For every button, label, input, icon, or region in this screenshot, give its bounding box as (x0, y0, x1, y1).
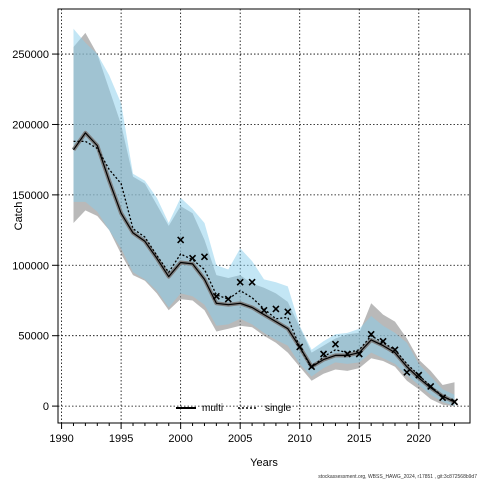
legend-label-multi: multi (202, 403, 223, 414)
observed-point (248, 278, 256, 286)
observed-point (284, 308, 292, 316)
x-tick-label: 1995 (109, 433, 133, 445)
series-lines (71, 130, 456, 404)
x-tick-label: 2010 (287, 433, 311, 445)
x-tick-label: 2020 (407, 433, 431, 445)
y-tick-label: 100000 (12, 260, 49, 272)
y-tick-label: 250000 (12, 49, 49, 61)
x-tick-label: 2015 (347, 433, 371, 445)
observed-point (296, 343, 304, 351)
y-tick-label: 200000 (12, 119, 49, 131)
observed-point (308, 363, 316, 371)
observed-point (415, 371, 423, 379)
observed-point (319, 350, 328, 358)
observed-point (224, 295, 232, 303)
observed-points (177, 236, 459, 406)
confidence-bands (73, 28, 455, 407)
observed-point (177, 236, 185, 244)
observed-point (260, 306, 268, 314)
observed-point (367, 330, 375, 338)
x-tick-label: 2000 (168, 433, 192, 445)
observed-point (391, 346, 399, 354)
observed-point (403, 368, 411, 376)
band-single (73, 28, 455, 407)
observed-point (439, 394, 447, 402)
y-tick-label: 50000 (18, 331, 49, 343)
legend-label-single: single (265, 403, 292, 414)
y-tick-label: 0 (43, 401, 49, 413)
observed-point (236, 278, 244, 286)
x-axis: 1990 1995 2000 2005 2010 2015 2020 (49, 423, 456, 445)
observed-point (427, 382, 435, 390)
y-axis-title: Catch (13, 202, 25, 231)
observed-point (331, 340, 340, 348)
x-axis-title: Years (250, 457, 278, 469)
line-multi (73, 132, 455, 403)
x-tick-label: 2005 (228, 433, 252, 445)
observed-point (272, 305, 280, 313)
observed-point (212, 292, 220, 300)
observed-point (343, 350, 351, 358)
y-tick-label: 150000 (12, 190, 49, 202)
line-single (73, 140, 455, 403)
observed-point (188, 254, 197, 262)
legend: multi single (176, 403, 292, 414)
footer-credit: stockassessment.org, WBSS_HAWG_2024, r17… (318, 474, 477, 480)
x-tick-label: 1990 (49, 433, 73, 445)
observed-point (200, 253, 209, 261)
observed-point (379, 337, 387, 345)
observed-point (355, 350, 363, 358)
observed-point (450, 398, 459, 406)
y-axis: 0 50000 100000 150000 200000 250000 (12, 49, 58, 413)
